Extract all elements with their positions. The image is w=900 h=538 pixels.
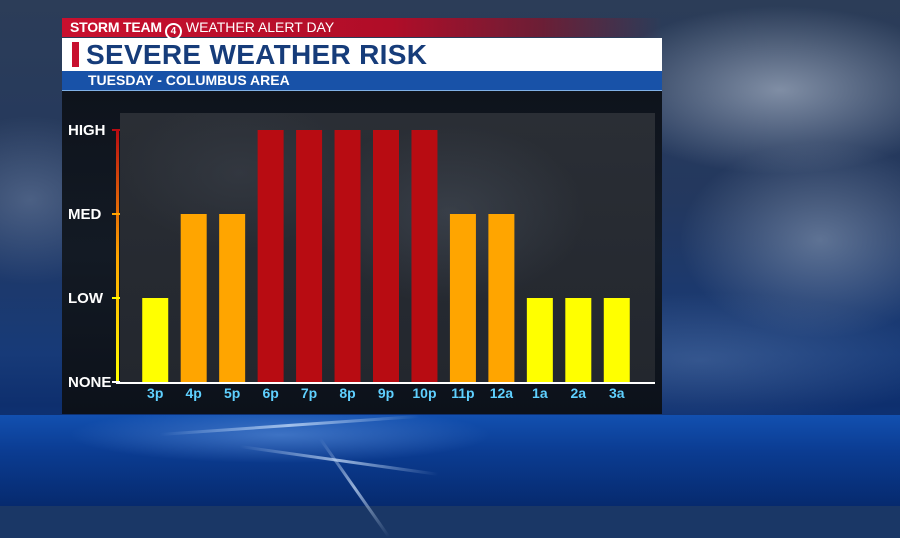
bar-3p (142, 298, 169, 382)
bar-1a (526, 298, 553, 382)
bar-10p (411, 130, 438, 382)
x-axis-line (116, 382, 655, 384)
x-tick-label: 4p (186, 385, 202, 401)
subtitle: TUESDAY - COLUMBUS AREA (88, 72, 290, 88)
x-tick-label: 8p (339, 385, 355, 401)
y-axis-line (116, 130, 119, 382)
bar-7p (296, 130, 323, 382)
y-tick-mark (112, 381, 120, 383)
x-tick-label: 3a (609, 385, 625, 401)
bar-2a (565, 298, 592, 382)
title-bar: SEVERE WEATHER RISK (62, 38, 662, 71)
x-tick-label: 2a (571, 385, 587, 401)
x-tick-label: 11p (451, 385, 474, 401)
bar-5p (219, 214, 246, 382)
bar-4p (180, 214, 207, 382)
y-tick-label: HIGH (68, 122, 106, 139)
subtitle-bar: TUESDAY - COLUMBUS AREA (62, 71, 662, 91)
x-tick-label: 6p (262, 385, 278, 401)
x-tick-label: 3p (147, 385, 163, 401)
y-tick-mark (112, 129, 120, 131)
bar-6p (257, 130, 284, 382)
brand-bar: STORM TEAM 4 WEATHER ALERT DAY (62, 18, 662, 40)
x-tick-label: 10p (412, 385, 436, 401)
y-tick-mark (112, 297, 120, 299)
bar-8p (334, 130, 361, 382)
x-tick-label: 5p (224, 385, 240, 401)
bar-11p (449, 214, 476, 382)
brand-name: STORM TEAM (70, 19, 162, 35)
x-tick-label: 1a (532, 385, 548, 401)
x-tick-label: 9p (378, 385, 394, 401)
bar-3a (603, 298, 630, 382)
y-tick-mark (112, 213, 120, 215)
x-tick-label: 12a (490, 385, 514, 401)
background-floor (0, 414, 900, 538)
y-tick-label: MED (68, 206, 102, 223)
title-accent (72, 42, 79, 67)
y-tick-label: NONE (68, 374, 111, 391)
risk-bar-chart: 3p 4p 5p 6p 7p 8p 9p 10p 11p 12a 1a 2a 3a HIGH MED LOW N… (68, 122, 655, 401)
page-title: SEVERE WEATHER RISK (86, 39, 428, 70)
bar-12a (488, 214, 515, 382)
bar-9p (373, 130, 399, 382)
x-tick-label: 7p (301, 385, 317, 401)
y-tick-label: LOW (68, 290, 104, 307)
alert-label: WEATHER ALERT DAY (185, 19, 335, 35)
